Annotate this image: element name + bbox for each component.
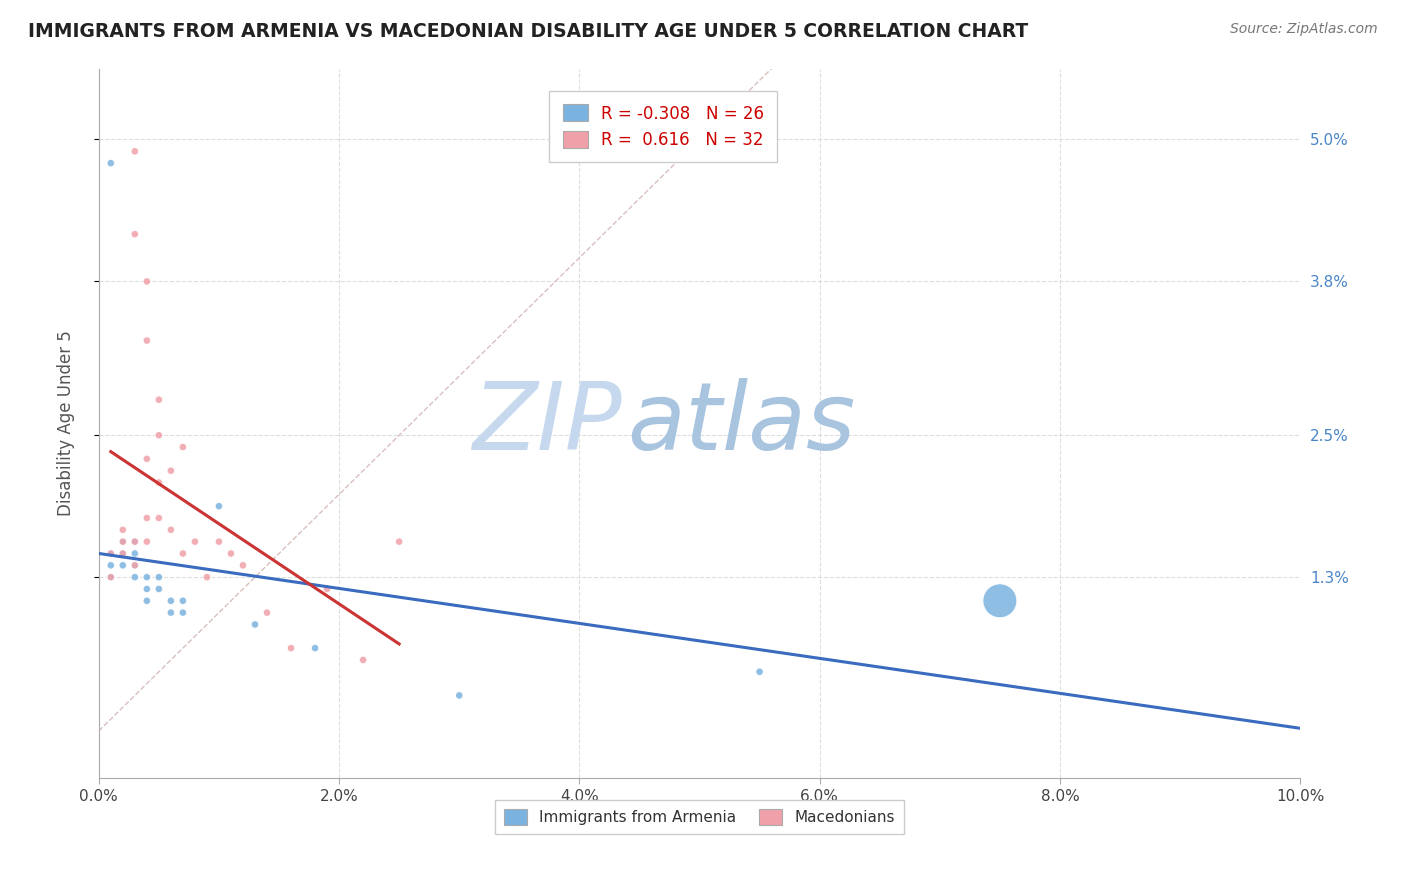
Point <box>748 665 770 679</box>
Point <box>100 546 122 560</box>
Point <box>449 689 471 703</box>
Point <box>100 558 122 573</box>
Point <box>124 558 146 573</box>
Point <box>148 392 170 407</box>
Point <box>135 594 157 608</box>
Point <box>100 546 122 560</box>
Point <box>148 582 170 596</box>
Point <box>160 594 183 608</box>
Point <box>388 534 411 549</box>
Point <box>135 534 157 549</box>
Point <box>208 499 231 513</box>
Point <box>124 534 146 549</box>
Point <box>243 617 266 632</box>
Point <box>135 511 157 525</box>
Point <box>148 511 170 525</box>
Point <box>135 570 157 584</box>
Point <box>160 464 183 478</box>
Point <box>172 546 194 560</box>
Point <box>111 523 134 537</box>
Y-axis label: Disability Age Under 5: Disability Age Under 5 <box>58 330 75 516</box>
Point <box>172 606 194 620</box>
Point <box>124 534 146 549</box>
Point <box>100 570 122 584</box>
Point <box>208 534 231 549</box>
Point <box>172 594 194 608</box>
Point <box>100 156 122 170</box>
Point <box>111 534 134 549</box>
Point <box>232 558 254 573</box>
Point <box>135 275 157 289</box>
Point <box>148 570 170 584</box>
Point <box>160 523 183 537</box>
Text: ZIP: ZIP <box>472 378 621 469</box>
Point <box>184 534 207 549</box>
Point <box>160 606 183 620</box>
Point <box>219 546 242 560</box>
Point <box>100 570 122 584</box>
Point <box>352 653 374 667</box>
Point <box>135 334 157 348</box>
Point <box>256 606 278 620</box>
Point <box>148 428 170 442</box>
Point <box>280 641 302 656</box>
Point <box>124 546 146 560</box>
Legend: Immigrants from Armenia, Macedonians: Immigrants from Armenia, Macedonians <box>495 800 904 834</box>
Text: IMMIGRANTS FROM ARMENIA VS MACEDONIAN DISABILITY AGE UNDER 5 CORRELATION CHART: IMMIGRANTS FROM ARMENIA VS MACEDONIAN DI… <box>28 22 1028 41</box>
Point <box>111 558 134 573</box>
Point <box>111 546 134 560</box>
Point <box>124 570 146 584</box>
Point <box>195 570 218 584</box>
Point <box>988 594 1011 608</box>
Point <box>304 641 326 656</box>
Point <box>124 558 146 573</box>
Point <box>148 475 170 490</box>
Point <box>124 145 146 159</box>
Point <box>111 534 134 549</box>
Text: Source: ZipAtlas.com: Source: ZipAtlas.com <box>1230 22 1378 37</box>
Text: atlas: atlas <box>627 378 856 469</box>
Point <box>316 582 339 596</box>
Point <box>135 451 157 466</box>
Point <box>172 440 194 454</box>
Point <box>124 227 146 241</box>
Point <box>135 582 157 596</box>
Point <box>111 546 134 560</box>
